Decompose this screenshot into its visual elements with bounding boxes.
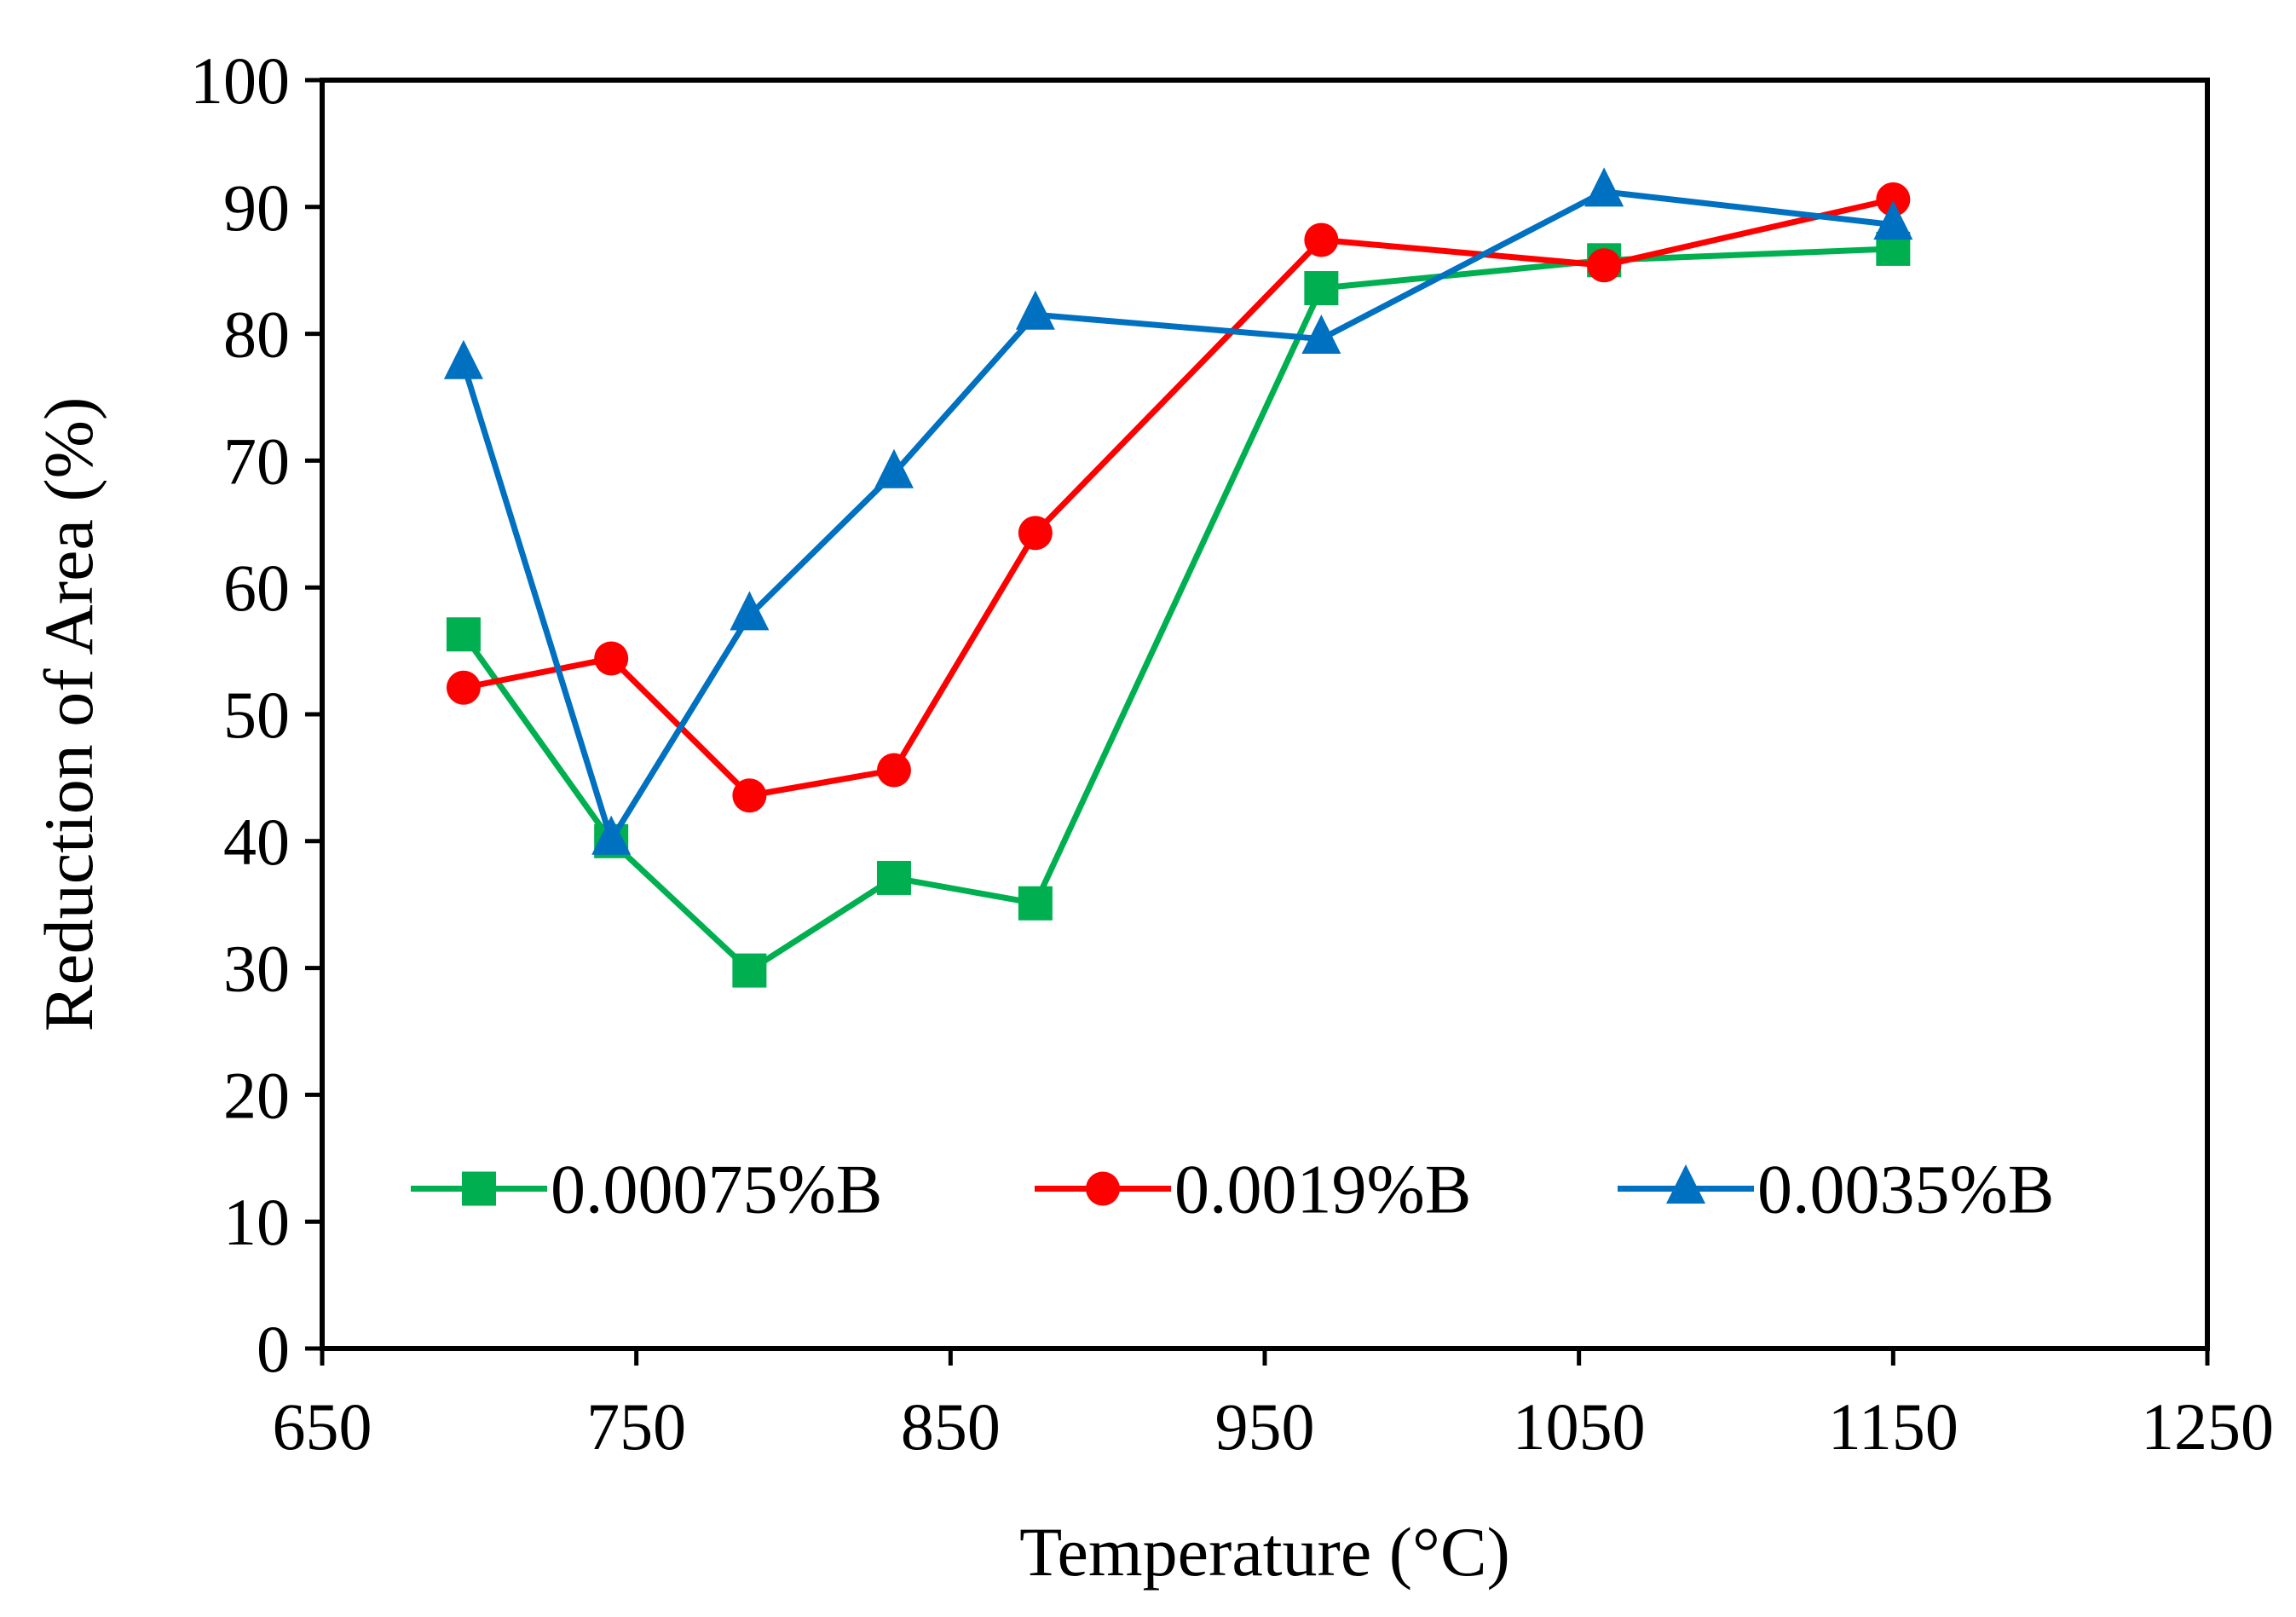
legend-marker [1086, 1171, 1120, 1206]
series-line [461, 245, 1894, 974]
legend-label: 0.0035%B [1757, 1151, 2055, 1228]
x-axis-title: Temperature (°C) [1019, 1513, 1510, 1591]
x-tick-label: 1150 [1828, 1389, 1959, 1464]
y-tick-label: 90 [223, 170, 290, 245]
data-point [1584, 167, 1624, 207]
y-tick-label: 10 [223, 1185, 290, 1259]
data-point [446, 670, 481, 705]
x-tick-label: 850 [901, 1389, 1001, 1464]
y-tick-label: 50 [223, 678, 290, 752]
y-axis-title: Reduction of Area (%) [30, 397, 107, 1032]
y-tick-label: 20 [223, 1058, 290, 1132]
data-point [594, 641, 629, 676]
data-point [874, 448, 914, 488]
x-tick-label: 650 [273, 1389, 372, 1464]
x-axis-ticks: 650 750 850 950 1050 1150 1250 [273, 1348, 2274, 1464]
data-point [1018, 516, 1053, 551]
data-point [1018, 886, 1053, 921]
legend-label: 0.00075%B [551, 1151, 883, 1228]
legend: 0.00075%B 0.0019%B 0.0035%B [411, 1151, 2055, 1228]
y-tick-label: 40 [223, 805, 290, 879]
y-tick-label: 0 [257, 1312, 290, 1386]
x-tick-label: 1050 [1513, 1389, 1646, 1464]
data-point [1304, 222, 1339, 257]
legend-item: 0.0019%B [1035, 1151, 1472, 1228]
data-point [1015, 290, 1055, 330]
y-axis-ticks: 0 10 20 30 40 50 60 70 80 90 100 [190, 43, 322, 1386]
x-tick-label: 950 [1215, 1389, 1315, 1464]
series-layer [443, 167, 1913, 988]
y-tick-label: 80 [223, 297, 290, 372]
data-point [1301, 315, 1341, 355]
series-circle [446, 182, 1911, 813]
legend-item: 0.0035%B [1618, 1151, 2055, 1228]
data-point [591, 815, 632, 855]
data-point [1876, 182, 1911, 217]
legend-label: 0.0019%B [1174, 1151, 1472, 1228]
x-tick-label: 1250 [2141, 1389, 2274, 1464]
y-tick-label: 100 [190, 43, 290, 118]
data-point [443, 339, 483, 379]
data-point [1873, 200, 1913, 240]
data-point [732, 953, 767, 988]
y-tick-label: 70 [223, 424, 290, 498]
y-tick-label: 30 [223, 932, 290, 1006]
plot-area-frame [320, 78, 2210, 1351]
series-line [463, 196, 1895, 799]
data-point [876, 753, 911, 788]
series-triangle [443, 167, 1913, 855]
data-point [1587, 248, 1622, 283]
series-line [460, 188, 1894, 843]
y-tick-label: 60 [223, 551, 290, 625]
legend-item: 0.00075%B [411, 1151, 883, 1228]
data-point [876, 860, 911, 895]
x-tick-label: 750 [586, 1389, 686, 1464]
data-point [732, 778, 767, 813]
data-point [730, 591, 770, 631]
data-point [446, 617, 481, 652]
data-point [1304, 271, 1339, 306]
legend-marker [462, 1171, 496, 1206]
legend-marker [1666, 1164, 1705, 1204]
